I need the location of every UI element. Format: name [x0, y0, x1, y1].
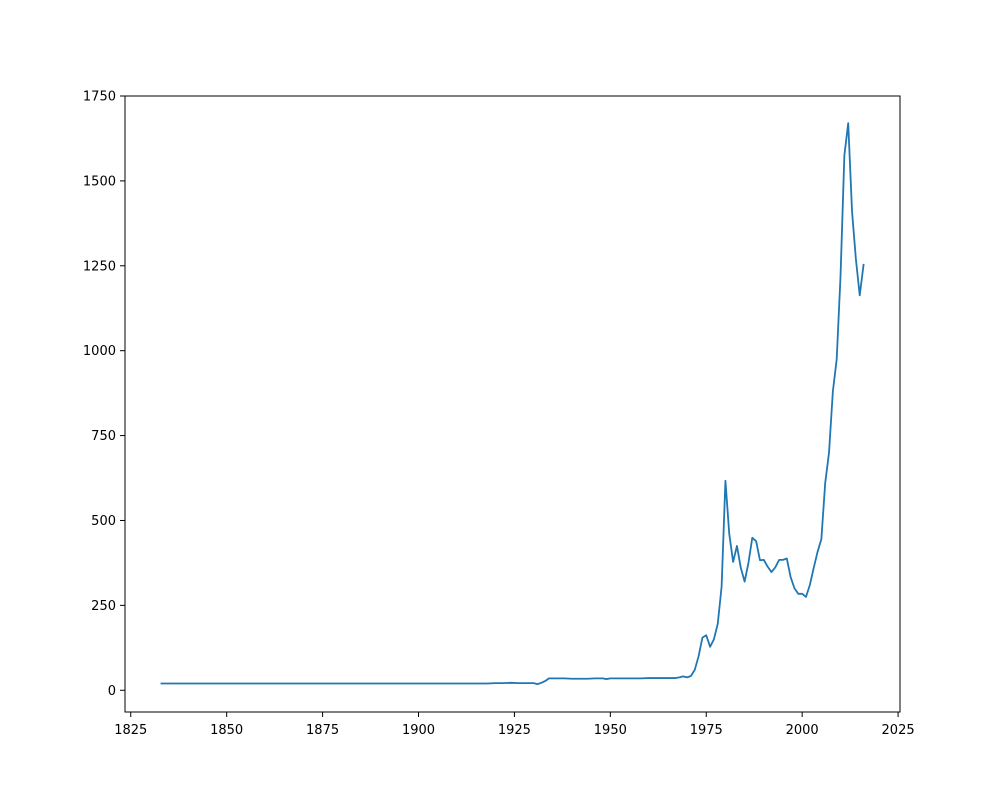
x-tick-label: 2000 [786, 723, 819, 738]
y-tick-label: 1250 [83, 259, 116, 274]
x-tick-label: 1925 [498, 723, 531, 738]
y-tick-label: 500 [91, 514, 116, 529]
y-tick-label: 0 [108, 684, 116, 699]
y-tick-label: 250 [91, 599, 116, 614]
x-axis-ticks: 1825 1850 1875 1900 1925 1950 1975 2000 2025 [114, 712, 915, 738]
x-tick-label: 2025 [882, 723, 915, 738]
x-tick-label: 1850 [210, 723, 243, 738]
y-tick-label: 750 [91, 429, 116, 444]
x-tick-label: 1825 [114, 723, 147, 738]
series-line-0 [160, 122, 865, 686]
y-tick-label: 1500 [83, 174, 116, 189]
series-layer [160, 122, 865, 686]
x-tick-label: 1900 [402, 723, 435, 738]
x-tick-label: 1875 [306, 723, 339, 738]
plot-frame [124, 95, 901, 713]
x-tick-label: 1950 [594, 723, 627, 738]
y-tick-label: 1750 [83, 90, 116, 105]
y-tick-label: 1000 [83, 344, 116, 359]
y-axis-ticks: 0 250 500 750 1000 1250 1500 1750 [83, 90, 125, 699]
x-tick-label: 1975 [690, 723, 723, 738]
